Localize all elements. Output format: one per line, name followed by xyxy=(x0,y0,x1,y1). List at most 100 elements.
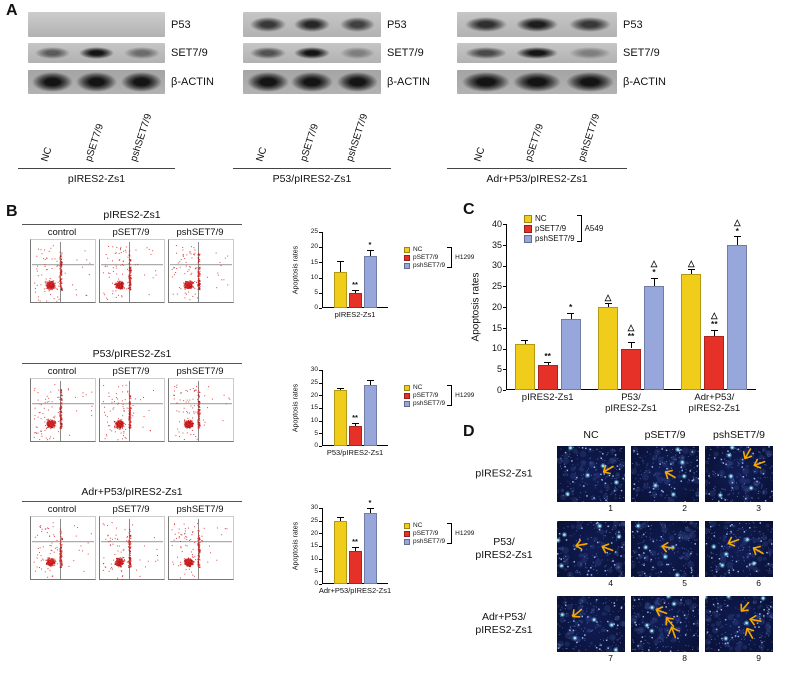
y-tick-label: 15 xyxy=(310,404,318,412)
legend-label: pSET7/9 xyxy=(413,530,439,537)
protein-band xyxy=(294,16,330,33)
apoptotic-cell-arrow-icon xyxy=(601,543,614,554)
y-tick-label: 40 xyxy=(491,218,502,229)
arrow-path xyxy=(575,539,588,550)
error-bar-part xyxy=(370,508,371,514)
fluorescence-image xyxy=(705,446,773,502)
error-bar-part xyxy=(687,268,695,270)
flow-cytometry-plot xyxy=(30,516,96,580)
flow-cytometry-plot xyxy=(30,239,96,303)
y-tick-label: 20 xyxy=(310,243,318,251)
panel-c-label: C xyxy=(463,201,475,218)
apoptotic-cell-arrow-icon xyxy=(740,602,750,613)
apoptotic-cell-arrow-icon xyxy=(744,627,754,639)
chart-legend: NC pSET7/9 pshSET7/9 H1299 xyxy=(404,246,474,269)
chart-bar xyxy=(727,244,748,390)
apoptosis-chart-h1299-adr-p53: Apoptosis rates 0 5 10 15 20 25 30 ** * Adr+P53/pI… xyxy=(288,496,475,618)
protein-band xyxy=(294,46,330,60)
chart-bar xyxy=(681,273,702,390)
image-number: 2 xyxy=(682,503,687,513)
y-tick-label: 10 xyxy=(310,554,318,562)
protein-band xyxy=(565,72,614,92)
y-tick-label: 10 xyxy=(310,273,318,281)
y-tick-mark xyxy=(319,446,322,447)
chart-y-axis-label: Apoptosis rates xyxy=(470,272,482,342)
image-number: 7 xyxy=(608,653,613,663)
blot-protein-label: SET7/9 xyxy=(623,47,660,59)
error-bar-part xyxy=(336,260,344,262)
protein-band xyxy=(465,16,507,33)
image-number: 6 xyxy=(756,578,761,588)
protein-band xyxy=(513,72,561,92)
legend-swatch-icon xyxy=(404,384,410,391)
chart-bar xyxy=(560,319,581,390)
apoptotic-cell-arrow-icon xyxy=(727,536,740,547)
lane-label: pshSET7/9 xyxy=(128,112,154,163)
y-tick-mark xyxy=(319,571,322,573)
flow-column-label: control xyxy=(47,227,77,238)
error-bar xyxy=(687,268,695,274)
error-bar-part xyxy=(608,302,609,307)
error-bar xyxy=(733,236,741,245)
legend-item: NC xyxy=(404,246,445,253)
arrow-path xyxy=(742,448,753,460)
legend-item: NC xyxy=(404,384,445,391)
error-bar-part xyxy=(366,380,374,382)
error-bar xyxy=(544,361,552,366)
chart-bar xyxy=(621,348,641,390)
y-tick-mark xyxy=(319,395,322,397)
lane-label: pSET7/9 xyxy=(83,122,106,163)
error-bar-part xyxy=(733,236,741,238)
blot-protein-label: β-ACTIN xyxy=(171,76,214,88)
y-tick-label: 5 xyxy=(496,364,502,375)
x-category-label: Adr+P53/ pIRES2-Zs1 xyxy=(688,392,741,414)
blot-strip xyxy=(457,12,617,37)
legend-bracket xyxy=(447,247,453,268)
legend-item: pSET7/9 xyxy=(404,530,445,537)
protein-band xyxy=(291,72,333,92)
lane-label: pshSET7/9 xyxy=(576,112,603,163)
image-number: 8 xyxy=(682,653,687,663)
flow-row-title: P53/pIRES2-Zs1 xyxy=(22,348,242,364)
y-tick-mark xyxy=(319,433,322,435)
y-tick-mark xyxy=(319,277,322,279)
flow-column-label: control xyxy=(47,366,77,377)
y-tick-mark xyxy=(319,382,322,384)
chart-bar xyxy=(348,425,362,446)
error-bar xyxy=(336,387,344,391)
error-bar xyxy=(336,516,344,521)
image-number: 9 xyxy=(756,653,761,663)
arrow-path xyxy=(752,545,764,556)
y-tick-mark xyxy=(319,558,322,560)
arrow-path xyxy=(744,627,754,639)
error-bar-part xyxy=(340,260,341,272)
y-tick-mark xyxy=(503,286,506,288)
y-tick-label: 30 xyxy=(310,504,318,512)
chart-bar xyxy=(514,344,535,390)
legend-label: pSET7/9 xyxy=(413,392,439,399)
legend-label: NC xyxy=(413,522,423,529)
fluorescence-image xyxy=(557,446,625,502)
error-bar-part xyxy=(336,516,344,518)
arrow-path xyxy=(668,626,679,639)
significance-marker: * xyxy=(368,240,372,250)
microscopy-column-label: pSET7/9 xyxy=(644,429,686,441)
y-tick-label: 20 xyxy=(491,301,502,312)
panel-d-label: D xyxy=(463,423,475,440)
y-tick-label: 25 xyxy=(491,281,502,292)
y-tick-label: 20 xyxy=(310,529,318,537)
error-bar-part xyxy=(370,250,371,257)
cell-line-label: H1299 xyxy=(455,392,475,399)
arrow-path xyxy=(661,541,675,553)
flow-column-label: pSET7/9 xyxy=(112,227,150,238)
lane-label: NC xyxy=(472,145,488,163)
arrow-path xyxy=(740,602,750,613)
arrow-path xyxy=(753,458,766,469)
cell-line-label: H1299 xyxy=(455,254,475,261)
error-bar-part xyxy=(351,547,359,549)
legend-bracket xyxy=(447,523,453,544)
apoptotic-cell-arrow-icon xyxy=(752,545,764,556)
error-bar xyxy=(650,277,658,287)
panel-b-label: B xyxy=(6,203,18,220)
